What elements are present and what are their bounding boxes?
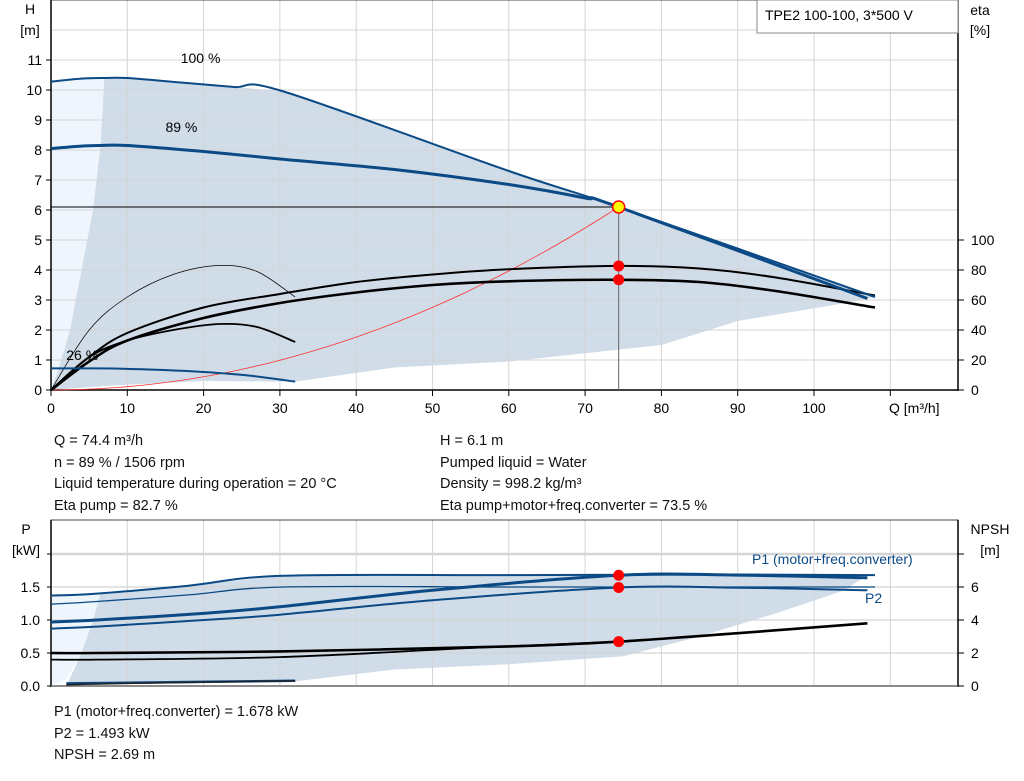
- x-tick-label: 70: [577, 400, 593, 416]
- x-tick-label: 50: [425, 400, 441, 416]
- x-tick-label: 100: [802, 400, 826, 416]
- power-curve-4: [50, 585, 868, 630]
- npsh-tick-label: 6: [971, 579, 979, 595]
- p1-duty-marker: [613, 569, 625, 581]
- p-axis-unit: [kW]: [12, 542, 40, 558]
- y-tick-label: 4: [34, 262, 42, 278]
- npsh-axis-label: NPSH: [971, 521, 1010, 537]
- p2-curve-label: P2: [865, 590, 882, 606]
- p2-duty-marker: [613, 581, 625, 593]
- npsh-duty-marker: [613, 636, 625, 648]
- bottom-extended-range-area: [51, 593, 101, 686]
- x-tick-label: 40: [348, 400, 364, 416]
- x-tick-label: 90: [730, 400, 746, 416]
- y-tick-label: 2: [34, 322, 42, 338]
- power-curve-3: [50, 572, 868, 624]
- p-tick-label: 0.5: [21, 645, 41, 661]
- info-eta-total: Eta pump+motor+freq.converter = 73.5 %: [440, 498, 708, 515]
- p-axis-label: P: [21, 521, 30, 537]
- info-head: H = 6.1 m: [440, 433, 504, 449]
- eta-pump-duty-marker: [613, 260, 625, 272]
- x-tick-label: 20: [196, 400, 212, 416]
- eta-axis-label: eta: [970, 2, 990, 18]
- x-tick-label: 30: [272, 400, 288, 416]
- npsh-curve-2: [50, 640, 619, 661]
- speed-label: 89 %: [165, 119, 197, 135]
- info-p2: P2 = 1.493 kW: [54, 725, 150, 742]
- x-tick-label: 10: [120, 400, 136, 416]
- eta-tick-label: 0: [971, 382, 979, 398]
- speed-label: 100 %: [181, 50, 221, 66]
- info-bottom: P1 (motor+freq.converter) = 1.678 kW P2 …: [54, 702, 298, 767]
- power-curve-26-overlay: [66, 679, 296, 686]
- info-top-left: Q = 74.4 m³/h n = 89 % / 1506 rpm Liquid…: [54, 431, 337, 518]
- model-label-box: [756, 0, 959, 34]
- eta-axis-unit: [%]: [970, 22, 990, 38]
- y-tick-label: 5: [34, 232, 42, 248]
- x-tick-label: 60: [501, 400, 517, 416]
- y-tick-label: 6: [34, 202, 42, 218]
- y-tick-label: 10: [26, 82, 42, 98]
- p1-curve-label: P1 (motor+freq.converter): [752, 551, 913, 567]
- eta-total-duty-marker: [613, 274, 625, 286]
- info-flow: Q = 74.4 m³/h: [54, 433, 144, 449]
- eta-tick-label: 60: [971, 292, 987, 308]
- y-tick-label: 1: [34, 352, 42, 368]
- top-extended-range-area: [51, 78, 105, 390]
- info-speed: n = 89 % / 1506 rpm: [54, 454, 185, 471]
- npsh-tick-label: 0: [971, 678, 979, 694]
- y-tick-label: 9: [34, 112, 42, 128]
- model-label: TPE2 100-100, 3*500 V: [765, 7, 914, 23]
- info-temperature: Liquid temperature during operation = 20…: [54, 476, 337, 493]
- p-tick-label: 0.0: [21, 678, 41, 694]
- p-tick-label: 1.0: [21, 612, 41, 628]
- x-tick-label: 80: [654, 400, 670, 416]
- y-tick-label: 0: [34, 382, 42, 398]
- duty-point-marker: [611, 200, 626, 214]
- npsh-tick-label: 4: [971, 612, 979, 628]
- info-npsh: NPSH = 2.69 m: [54, 747, 156, 763]
- eta-tick-label: 40: [971, 322, 987, 338]
- eta-tick-label: 100: [971, 232, 995, 248]
- y-tick-label: 3: [34, 292, 42, 308]
- y-axis-unit: [m]: [20, 22, 39, 38]
- p-tick-label: 1.5: [21, 579, 41, 595]
- y-tick-label: 11: [27, 52, 42, 68]
- info-eta-pump: Eta pump = 82.7 %: [54, 498, 178, 515]
- eta-curve-4: [50, 322, 296, 391]
- npsh-tick-label: 2: [971, 645, 979, 661]
- eta-tick-label: 20: [971, 352, 987, 368]
- npsh-axis-unit: [m]: [980, 542, 999, 558]
- system-curve: [50, 206, 619, 391]
- speed-label: 26 %: [66, 347, 98, 363]
- y-tick-label: 7: [34, 172, 42, 188]
- info-liquid: Pumped liquid = Water: [440, 454, 587, 471]
- eta-curve-1: [50, 264, 876, 391]
- info-p1: P1 (motor+freq.converter) = 1.678 kW: [54, 704, 299, 720]
- info-top-right: H = 6.1 m Pumped liquid = Water Density …: [440, 431, 707, 518]
- info-density: Density = 998.2 kg/m³: [440, 476, 582, 493]
- eta-tick-label: 80: [971, 262, 987, 278]
- head-curve-3: [50, 367, 296, 383]
- eta-curve-3: [50, 265, 296, 391]
- x-axis-label: Q [m³/h]: [889, 400, 940, 416]
- y-tick-label: 8: [34, 142, 42, 158]
- y-axis-label: H: [25, 1, 35, 17]
- x-tick-label: 0: [47, 400, 55, 416]
